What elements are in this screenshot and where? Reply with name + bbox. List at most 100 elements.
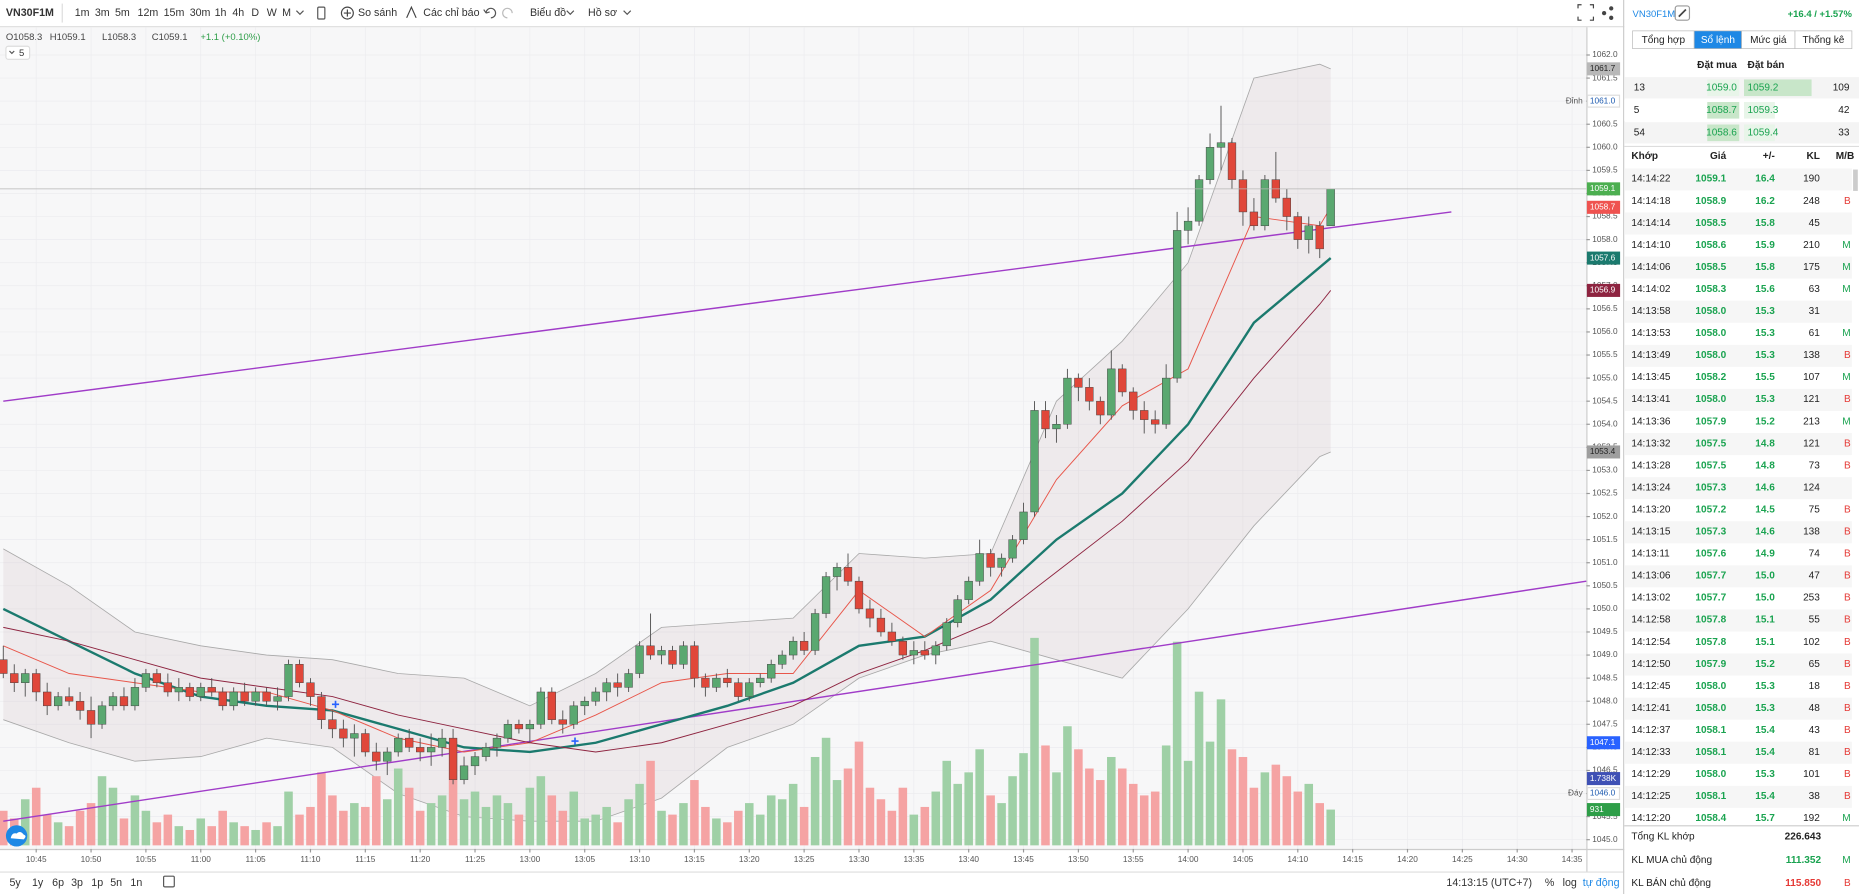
trade-cell: 1058.2 (1695, 372, 1726, 383)
share-icon[interactable] (1609, 6, 1614, 11)
range-button[interactable]: 1y (32, 877, 44, 889)
interval-dropdown[interactable] (295, 10, 304, 16)
volume-bar (942, 760, 952, 846)
row-bg (1624, 77, 1859, 99)
range-button[interactable]: 1p (91, 877, 103, 889)
volume-bar (920, 806, 930, 846)
volume-bar (393, 768, 403, 846)
interval-button[interactable]: 4h (232, 7, 244, 19)
trade-cell: 15.2 (1755, 659, 1775, 670)
volume-bar (141, 810, 151, 846)
volume-bar (372, 776, 381, 846)
interval-button[interactable]: M (282, 7, 291, 19)
volume-bar (777, 799, 787, 846)
candle-body (1238, 179, 1248, 213)
candle-body (657, 650, 666, 656)
indicator-toggle[interactable] (5, 45, 31, 60)
trade-cell: 1058.5 (1695, 262, 1726, 273)
date-range-icon[interactable] (163, 875, 175, 888)
interval-button[interactable]: W (267, 7, 278, 19)
symbol[interactable]: VN30F1M (6, 7, 54, 19)
y-tick-label: 1056.0 (1592, 326, 1618, 336)
scrollbar[interactable] (1853, 169, 1858, 191)
trade-cell: 65 (1809, 659, 1821, 670)
interval-button[interactable]: 5m (115, 7, 130, 19)
trade-cell: 1058.0 (1695, 306, 1726, 317)
interval-button[interactable]: 3m (95, 7, 110, 19)
volume-bar (1205, 741, 1215, 846)
tab-label[interactable]: Thống kê (1802, 34, 1844, 46)
candle-body (130, 687, 140, 707)
volume-bar (1161, 745, 1171, 846)
candle-body (405, 737, 414, 748)
interval-button[interactable]: 15m (164, 7, 185, 19)
ohlc-value: O1058.3 (6, 31, 42, 42)
price-tag-note: Đỉnh (1566, 95, 1583, 105)
tab-label[interactable]: Sổ lệnh (1701, 34, 1735, 46)
indicator-icon[interactable] (406, 5, 417, 19)
interval-button[interactable]: 12m (138, 7, 159, 19)
scale-option[interactable]: tự động (1583, 877, 1620, 889)
range-button[interactable]: 5n (110, 877, 122, 889)
candle-body (723, 677, 732, 683)
trade-cell: 1057.9 (1695, 416, 1726, 427)
compare-plus (343, 9, 351, 17)
trade-cell: B (1844, 659, 1851, 670)
price-tag (1586, 62, 1621, 76)
volume-bar (657, 810, 666, 846)
volume-bar (964, 772, 973, 846)
candle-body (646, 645, 655, 656)
interval-button[interactable]: 1m (75, 7, 90, 19)
trade-cell: 1058.5 (1695, 218, 1726, 229)
y-tick-label: 1058.5 (1592, 211, 1618, 221)
tab-label[interactable]: Tổng hợp (1642, 34, 1686, 46)
trade-cell: 14:14:02 (1631, 284, 1671, 295)
trade-cell: 15.4 (1755, 725, 1775, 736)
undo-icon[interactable] (483, 7, 497, 19)
volume-bar (1063, 726, 1072, 846)
interval-button[interactable]: 1h (215, 7, 227, 19)
price-tag-label: 1058.7 (1590, 202, 1616, 212)
scale-option[interactable]: log (1563, 877, 1577, 889)
trade-cell: 14:13:41 (1631, 394, 1671, 405)
row-bg (1624, 212, 1852, 235)
range-button[interactable]: 1n (130, 877, 142, 889)
range-button[interactable]: 5y (9, 877, 21, 889)
candle-body (108, 696, 118, 707)
toolbar-button[interactable]: Biểu đồ (530, 7, 566, 19)
toolbar-button[interactable]: Các chỉ báo (423, 7, 479, 19)
interval-button[interactable]: 30m (190, 7, 211, 19)
candle-body (1249, 211, 1259, 227)
trade-cell: 1058.0 (1695, 681, 1726, 692)
range-button[interactable]: 6p (52, 877, 64, 889)
trade-cell: 14:12:45 (1631, 681, 1671, 692)
range-button[interactable]: 3p (71, 877, 83, 889)
x-tick-label: 13:55 (1123, 854, 1144, 864)
compare-icon[interactable] (340, 6, 354, 20)
trade-cell: B (1844, 438, 1851, 449)
toolbar-button[interactable]: Hồ sơ (588, 7, 617, 19)
toolbar-button[interactable]: So sánh (358, 7, 397, 19)
candle-type-icon[interactable] (317, 6, 326, 20)
x-tick-label: 11:05 (246, 854, 267, 864)
fullscreen-icon[interactable] (1577, 4, 1595, 21)
trades-header: M/B (1836, 151, 1854, 162)
volume-bar (448, 741, 458, 846)
volume-bar (514, 814, 524, 846)
trade-cell: 14.8 (1755, 438, 1775, 449)
redo-icon[interactable] (502, 7, 513, 19)
candle-body (1008, 539, 1017, 559)
trade-cell: 14:14:10 (1631, 240, 1671, 251)
candle-body (1227, 142, 1237, 180)
trade-cell: 14.9 (1755, 549, 1775, 560)
tab-label[interactable]: Mức giá (1750, 35, 1787, 46)
price-tag-label: 1053.4 (1590, 446, 1616, 456)
scale-option[interactable]: % (1545, 877, 1555, 889)
trade-cell: 14.8 (1755, 460, 1775, 471)
trade-cell: 14:13:36 (1631, 416, 1671, 427)
interval-button[interactable]: D (251, 7, 259, 19)
trade-cell: 138 (1803, 350, 1820, 361)
candle-body (942, 622, 951, 647)
chart: O1058.3 H1059.1 L1058.3 C1059.1 +1.1 (+0.10%… (0, 27, 1621, 864)
tab[interactable] (1794, 30, 1853, 49)
